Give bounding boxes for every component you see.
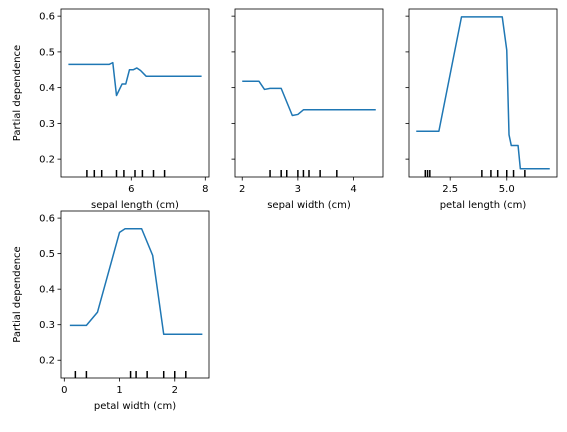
x-tick-label: 2.5 <box>442 184 458 195</box>
x-tick-label: 2 <box>172 385 178 396</box>
pd-line <box>242 80 376 117</box>
x-axis-label: petal length (cm) <box>440 200 527 211</box>
y-tick-label: 0.3 <box>39 119 55 130</box>
x-tick-label: 4 <box>350 184 356 195</box>
y-tick-label: 0.2 <box>39 155 55 166</box>
y-tick-label: 0.2 <box>39 356 55 367</box>
x-axis-label: petal width (cm) <box>94 401 176 412</box>
x-tick-label: 2 <box>239 184 245 195</box>
pd-line <box>68 61 202 97</box>
x-axis-label: sepal length (cm) <box>91 200 179 211</box>
y-tick-label: 0.6 <box>39 12 55 23</box>
y-tick-label: 0.3 <box>39 320 55 331</box>
x-tick-label: 5.0 <box>499 184 515 195</box>
chart-panel-1: 6 8 0.2 0.3 0.4 0.5 0.6 sepal length (cm) Partia… <box>12 8 210 211</box>
axes-frame <box>60 8 210 178</box>
x-tick-label: 1 <box>116 385 122 396</box>
pd-line <box>69 228 203 336</box>
y-axis-label: Partial dependence <box>12 45 23 141</box>
axes-frame <box>408 8 558 178</box>
x-axis-label: sepal width (cm) <box>267 200 351 211</box>
x-tick-label: 0 <box>61 385 67 396</box>
axes-frame <box>234 8 384 178</box>
axes-frame <box>60 210 210 379</box>
y-tick-label: 0.4 <box>39 83 55 94</box>
y-tick-label: 0.4 <box>39 285 55 296</box>
y-tick-label: 0.5 <box>39 249 55 260</box>
x-tick-label: 8 <box>202 184 208 195</box>
x-tick-label: 6 <box>128 184 134 195</box>
y-tick-label: 0.6 <box>39 214 55 225</box>
y-tick-label: 0.5 <box>39 47 55 58</box>
chart-panel-3: 2.5 5.0 petal length (cm) <box>405 8 558 211</box>
chart-panel-4: 0 1 2 0.2 0.3 0.4 0.5 0.6 petal width (cm) Partia… <box>12 210 210 412</box>
pd-line <box>416 16 550 170</box>
x-tick-label: 3 <box>295 184 301 195</box>
y-axis-label: Partial dependence <box>12 246 23 342</box>
chart-panel-2: 2 3 4 sepal width (cm) <box>231 8 384 211</box>
